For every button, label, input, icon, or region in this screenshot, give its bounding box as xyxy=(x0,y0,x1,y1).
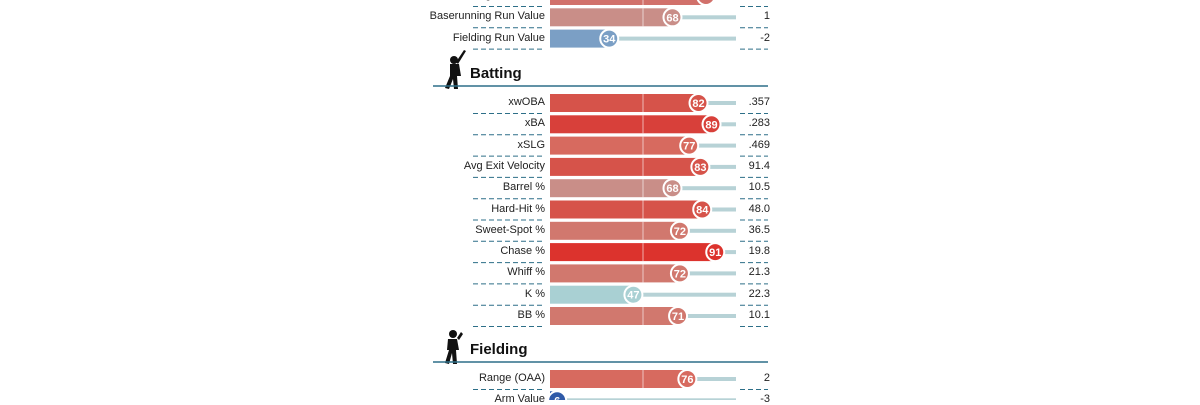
metric-value: .469 xyxy=(748,138,770,151)
percentile-badge-value: 84 xyxy=(696,205,709,217)
percentile-bar xyxy=(550,307,683,325)
percentile-badge xyxy=(688,93,709,113)
percentile-badge xyxy=(623,284,644,305)
metric-value: 9 xyxy=(764,0,770,1)
bar-track xyxy=(561,398,736,400)
metric-label: Batting Run Value xyxy=(457,0,545,1)
percentile-badge xyxy=(662,7,683,28)
section-title-fielding: Fielding xyxy=(470,341,528,358)
percentile-badge xyxy=(669,263,690,284)
batter-icon xyxy=(445,50,466,89)
metric-value: 36.5 xyxy=(748,223,770,236)
bar-track xyxy=(637,292,736,297)
percentile-badge xyxy=(692,199,713,220)
percentile-badge-value: 34 xyxy=(603,34,616,46)
metric-value: 91.4 xyxy=(748,159,770,172)
metric-value: 10.5 xyxy=(748,181,770,194)
bar-track xyxy=(683,228,736,233)
percentile-badge-value: 83 xyxy=(694,162,706,174)
metric-value: -3 xyxy=(760,393,770,405)
percentile-bar xyxy=(550,136,694,155)
bar-track xyxy=(682,314,736,318)
bar-track xyxy=(683,271,736,276)
percentile-bar xyxy=(550,285,638,304)
metric-value: 1 xyxy=(763,10,770,23)
percentile-badge-value: 71 xyxy=(672,311,684,323)
metric-value: 21.3 xyxy=(748,266,770,279)
percentile-badge-value: 76 xyxy=(681,374,693,386)
percentile-badge-value: 89 xyxy=(705,119,717,131)
metric-value: 19.8 xyxy=(748,245,770,258)
metric-label: BB % xyxy=(517,309,545,321)
percentile-badge-value: 47 xyxy=(627,290,639,302)
percentile-badge xyxy=(599,28,620,49)
metric-label: Fielding Run Value xyxy=(452,31,545,44)
metric-label: Barrel % xyxy=(502,181,545,194)
metric-label: K % xyxy=(524,287,545,300)
percentile-badge-value: 82 xyxy=(692,98,704,110)
percentile-bar xyxy=(550,200,707,219)
percentile-bar xyxy=(550,8,677,27)
percentile-badge xyxy=(677,369,698,389)
percentile-badge xyxy=(669,220,690,241)
percentile-badge-value: 91 xyxy=(709,247,721,259)
metric-value: .357 xyxy=(748,96,770,108)
metric-label: Chase % xyxy=(500,245,545,258)
percentile-badge-value: 77 xyxy=(683,141,695,153)
metric-label: Arm Value xyxy=(494,393,545,405)
metric-value: 22.3 xyxy=(748,287,770,300)
metric-label: Range (OAA) xyxy=(478,372,545,384)
percentile-badge xyxy=(547,390,568,400)
bar-track xyxy=(693,143,736,148)
metric-value: 10.1 xyxy=(748,309,770,321)
metric-label: xwOBA xyxy=(508,96,545,108)
percentile-bar xyxy=(550,115,716,134)
metric-label: xSLG xyxy=(517,138,545,151)
bar-track xyxy=(706,207,736,212)
metric-label: Avg Exit Velocity xyxy=(463,159,545,172)
metric-label: Hard-Hit % xyxy=(491,202,545,215)
bar-track xyxy=(702,101,736,105)
percentile-badge xyxy=(705,242,726,263)
percentile-bar xyxy=(550,94,703,112)
metric-label: xBA xyxy=(524,117,545,130)
percentile-badge xyxy=(662,178,683,199)
percentile-bar xyxy=(550,179,677,198)
percentile-badge xyxy=(701,114,722,135)
bar-track xyxy=(715,122,736,127)
percentile-badge-value: 68 xyxy=(666,183,678,195)
percentile-bar xyxy=(550,0,710,5)
bar-track xyxy=(719,250,736,255)
percentile-bar xyxy=(550,29,614,48)
fielder-icon xyxy=(445,330,463,364)
percentile-badge-value: 6 xyxy=(554,395,560,400)
metric-value: 48.0 xyxy=(748,202,770,215)
percentile-badge xyxy=(696,0,716,6)
percentile-bar xyxy=(550,370,692,388)
percentile-badge-value: 72 xyxy=(674,268,686,280)
section-title-batting: Batting xyxy=(470,65,522,82)
percentile-badge xyxy=(679,135,700,156)
percentile-badge-value: 68 xyxy=(666,12,678,24)
metric-label: Sweet-Spot % xyxy=(475,223,545,236)
bar-track xyxy=(613,36,736,41)
bar-track xyxy=(691,377,736,381)
percentile-bar xyxy=(550,243,720,262)
percentile-badge-value: 72 xyxy=(674,226,686,238)
bar-track xyxy=(704,164,736,169)
percentile-badge-value: 86 xyxy=(700,0,712,3)
metric-label: Whiff % xyxy=(507,266,545,279)
metric-value: -2 xyxy=(760,31,770,44)
percentile-bar xyxy=(550,221,684,240)
percentile-badge xyxy=(668,306,689,326)
bar-track xyxy=(676,186,736,191)
percentile-badge xyxy=(690,156,711,177)
metric-value: 2 xyxy=(763,372,770,384)
metric-label: Baserunning Run Value xyxy=(429,10,545,23)
bar-track xyxy=(676,15,736,20)
metric-value: .283 xyxy=(748,117,770,130)
percentile-bar xyxy=(550,157,705,176)
percentile-bar xyxy=(550,264,684,283)
